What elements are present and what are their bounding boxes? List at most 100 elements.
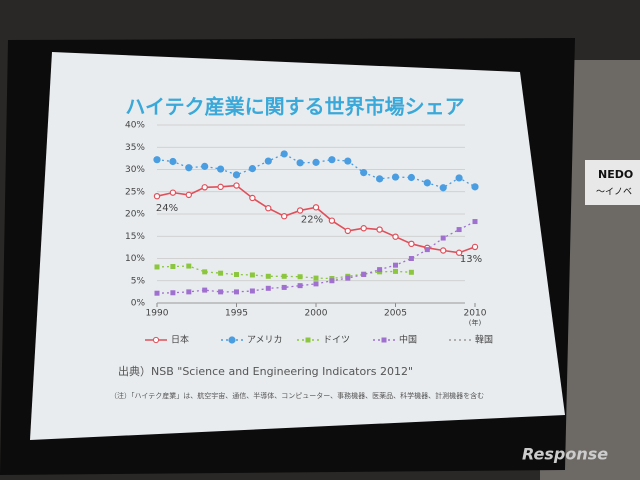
legend-label: 中国 [399,334,417,346]
legend-label: アメリカ [247,335,283,346]
point [281,273,287,279]
sign-text: NEDO [598,168,633,181]
point [169,157,177,166]
x-tick-label: 2010 [464,309,487,319]
series-line [156,153,476,189]
y-tick-label: 35% [125,143,145,153]
x-axis-label: (年) [469,318,482,327]
point [393,268,398,274]
legend-label: 日本 [171,334,189,346]
point [423,179,431,187]
data-label: 22% [301,214,323,225]
point [393,262,398,268]
point [234,289,239,295]
point [456,227,462,233]
point [264,157,272,165]
note: （注）「ハイテク産業」は、航空宇宙、通信、半導体、コンピューター、事務機器、医薬… [110,391,484,400]
point [329,278,335,284]
point [153,156,161,164]
y-tick-label: 15% [125,232,145,242]
point [232,171,241,179]
watermark: Response [522,445,608,464]
point [471,243,479,251]
point [296,159,304,167]
point [265,205,272,212]
point [392,233,399,240]
point [202,269,208,275]
point [297,274,303,280]
source: 出典）NSB "Science and Engineering Indicato… [118,364,413,378]
point [455,249,463,256]
point [186,289,192,295]
point [170,264,176,270]
x-tick-label: 1990 [146,309,169,319]
y-tick-label: 10% [125,254,145,264]
slide [30,52,565,440]
point [217,183,224,191]
point [439,184,447,192]
y-tick-label: 20% [125,210,145,220]
point [218,270,224,276]
legend-marker [152,336,160,344]
point [313,275,319,281]
point [376,226,383,233]
point [345,275,351,281]
data-label: 13% [460,254,482,265]
point [217,165,225,173]
point [328,156,336,164]
point [424,247,430,253]
point [218,289,224,295]
x-tick-label: 2000 [305,309,328,319]
point [407,173,415,182]
point [248,165,256,173]
y-tick-label: 25% [125,187,145,197]
y-tick-label: 40% [125,121,145,131]
point [360,225,367,232]
point [249,272,255,278]
point [201,184,208,191]
point [234,272,239,278]
y-tick-label: 0% [131,299,146,309]
point [376,175,384,183]
legend-label: ドイツ [323,336,350,346]
point [281,284,287,290]
point [202,287,208,293]
point [440,247,447,254]
point [455,174,463,182]
point [153,192,161,200]
point [328,217,336,224]
point [408,256,414,261]
point [312,158,320,166]
point [186,263,192,269]
point [281,213,288,220]
point [472,219,478,225]
point [265,285,271,291]
chart-title: ハイテク産業に関する世界市場シェア [125,95,464,119]
legend-marker [228,336,236,344]
point [391,173,400,181]
point [154,290,160,296]
data-label: 24% [156,203,178,214]
point [154,264,160,270]
sign-text: ～イノベ [596,188,632,198]
point [169,189,177,196]
point [296,207,304,214]
point [185,191,192,199]
point [344,227,351,235]
legend-marker [381,337,387,343]
point [361,272,367,278]
y-tick-label: 30% [125,165,145,175]
point [360,169,368,177]
point [265,273,271,279]
plot: 0% 5% 10% 15% 20% 25% 30% 35% 40% 1990 1995 2000 200… [125,121,493,346]
point [201,162,209,170]
legend-marker [305,337,311,343]
point [249,194,256,202]
point [249,288,255,294]
point [377,267,383,273]
point [170,290,176,296]
point [185,164,193,172]
point [233,182,240,189]
point [440,235,446,241]
